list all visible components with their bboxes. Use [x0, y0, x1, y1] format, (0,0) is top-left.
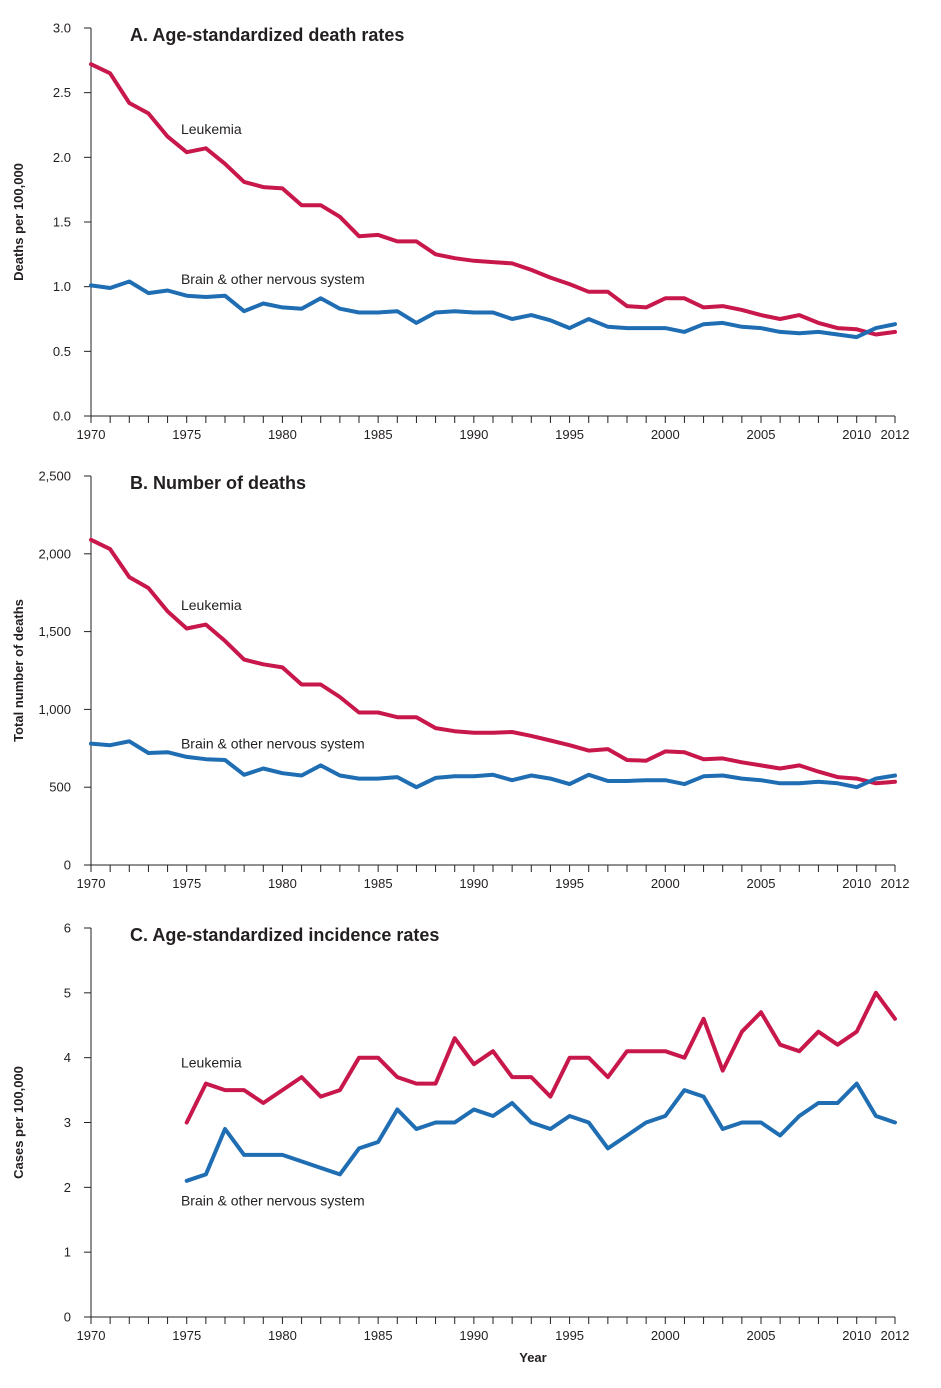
series-label-leukemia: Leukemia	[181, 597, 242, 613]
series-line-leukemia	[184, 990, 897, 1125]
x-tick-label: 2005	[747, 427, 776, 442]
x-tick-label: 2000	[651, 1328, 680, 1343]
series-label-leukemia: Leukemia	[181, 1054, 242, 1070]
x-tick-label: 2000	[651, 876, 680, 891]
x-tick-label: 1980	[268, 427, 297, 442]
y-tick-label: 4	[64, 1050, 71, 1065]
x-tick-label: 1990	[459, 1328, 488, 1343]
series-label-brain-other-nervous-system: Brain & other nervous system	[181, 1192, 365, 1208]
y-tick-label: 1,000	[38, 702, 71, 717]
x-tick-label: 1970	[77, 427, 106, 442]
y-tick-label: 0	[64, 1310, 71, 1325]
y-tick-label: 2	[64, 1180, 71, 1195]
x-tick-label: 1985	[364, 1328, 393, 1343]
y-tick-label: 0.0	[53, 409, 71, 424]
y-tick-label: 3	[64, 1115, 71, 1130]
series-line-brain-other-nervous-system	[184, 1081, 897, 1183]
chart-title: A. Age-standardized death rates	[130, 25, 404, 45]
x-tick-label: 2012	[881, 876, 910, 891]
y-tick-label: 2,500	[38, 469, 71, 484]
series-line-brain-other-nervous-system	[89, 739, 897, 790]
x-tick-label: 2000	[651, 427, 680, 442]
x-tick-label: 1990	[459, 427, 488, 442]
x-tick-label: 1970	[77, 876, 106, 891]
y-tick-label: 2.5	[53, 85, 71, 100]
x-tick-label: 1995	[555, 1328, 584, 1343]
x-tick-label: 1990	[459, 876, 488, 891]
y-tick-label: 2,000	[38, 546, 71, 561]
panel-c: 0 1 2 3 4 5 6 1970 1975 1980 1985 1990 1995 2000 2005 2…	[11, 921, 909, 1366]
x-tick-label: 1975	[172, 1328, 201, 1343]
y-tick-label: 1.5	[53, 215, 71, 230]
x-axis-label: Year	[519, 1350, 546, 1365]
panel-a: 0.0 0.5 1.0 1.5 2.0 2.5 3.0 1970 1975 1980 1985 199…	[11, 21, 909, 443]
series-label-brain-other-nervous-system: Brain & other nervous system	[181, 735, 365, 751]
y-tick-label: 6	[64, 921, 71, 936]
y-tick-label: 5	[64, 985, 71, 1000]
series-line-brain-other-nervous-system	[89, 279, 897, 340]
panel-b: 0 500 1,000 1,500 2,000 2,500 1970 1975 1980 1985…	[11, 469, 909, 892]
x-tick-label: 2010	[842, 427, 871, 442]
y-tick-label: 0	[64, 858, 71, 873]
x-tick-label: 1980	[268, 1328, 297, 1343]
chart-title: C. Age-standardized incidence rates	[130, 925, 439, 945]
x-tick-label: 1975	[172, 427, 201, 442]
x-tick-label: 1975	[172, 876, 201, 891]
y-axis-label: Cases per 100,000	[11, 1066, 26, 1179]
x-tick-label: 2010	[842, 1328, 871, 1343]
series-label-leukemia: Leukemia	[181, 121, 242, 137]
y-tick-label: 3.0	[53, 21, 71, 36]
x-tick-label: 2012	[881, 1328, 910, 1343]
y-axis-label: Deaths per 100,000	[11, 163, 26, 281]
x-tick-label: 1970	[77, 1328, 106, 1343]
series-line-leukemia	[89, 537, 897, 786]
y-tick-label: 1,500	[38, 624, 71, 639]
y-tick-label: 0.5	[53, 344, 71, 359]
y-tick-label: 500	[49, 780, 71, 795]
y-tick-label: 1	[64, 1245, 71, 1260]
x-tick-label: 1980	[268, 876, 297, 891]
chart-title: B. Number of deaths	[130, 473, 306, 493]
x-tick-label: 1985	[364, 427, 393, 442]
x-tick-label: 1995	[555, 427, 584, 442]
x-tick-label: 2005	[747, 1328, 776, 1343]
series-line-leukemia	[89, 62, 897, 337]
x-tick-label: 1985	[364, 876, 393, 891]
x-tick-label: 2005	[747, 876, 776, 891]
y-tick-label: 2.0	[53, 150, 71, 165]
y-axis-label: Total number of deaths	[11, 599, 26, 742]
x-tick-label: 1995	[555, 876, 584, 891]
x-tick-label: 2012	[881, 427, 910, 442]
series-label-brain-other-nervous-system: Brain & other nervous system	[181, 271, 365, 287]
x-tick-label: 2010	[842, 876, 871, 891]
y-tick-label: 1.0	[53, 279, 71, 294]
